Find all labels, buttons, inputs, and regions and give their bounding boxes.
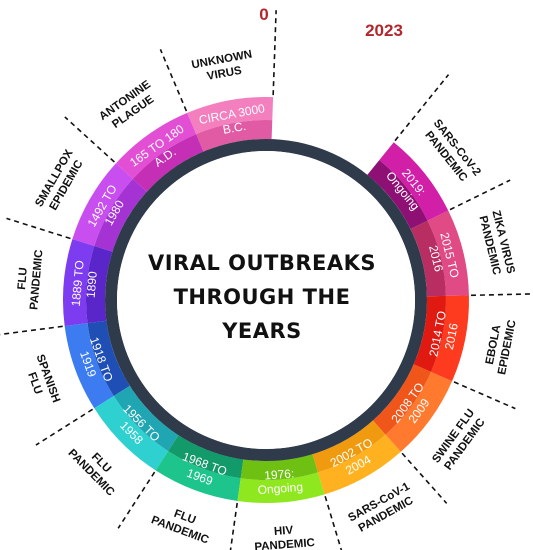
outbreak-date-ranges: CIRCA 3000B.C.165 TO 180A.D.1492 TO19801… [69,101,462,497]
divider-line [6,217,71,240]
outbreak-name-flu-1956: FLUPANDEMIC [65,437,126,498]
date-range-ebola: 2014 TO2016 [426,310,462,361]
segment-inner-smallpox [94,178,147,252]
segment-dividers [0,10,533,550]
segment-inner-unknown-virus [196,119,273,152]
center-title-line-3: YEARS [221,319,302,343]
divider-line [470,293,533,297]
outbreak-name-zika: ZIKA VIRUSPANDEMIC [476,209,517,278]
divider-line [35,408,94,446]
segment-outer-flu-1956 [94,395,169,471]
start-label: 0 [259,5,268,24]
segment-inner-flu-1889 [86,245,113,324]
outbreak-name-swine-flu: SWINE FLUPANDEMIC [430,407,488,473]
divider-line [0,325,63,336]
segment-outer-swine-flu [385,371,453,452]
date-range-hiv: 1976:Ongoing [256,466,303,497]
center-title-line-1: VIRAL OUTBREAKS [148,251,376,275]
divider-end [272,10,277,96]
segment-inner-sars-cov-1 [312,420,386,473]
divider-line [401,452,448,504]
segment-inner-swine-flu [372,364,432,435]
segment-outer-flu-1889 [62,239,95,327]
end-label: 2023 [365,21,403,40]
segment-outer-flu-1968 [155,451,241,501]
segment-outer-smallpox [72,163,133,246]
date-range-flu-1889: 1889 TO1890 [69,260,101,309]
segment-outer-hiv [237,472,325,503]
timeline-ring [62,97,469,503]
outbreak-name-smallpox: SMALLPOXEPIDEMIC [33,147,88,216]
segment-outer-ebola [431,295,469,382]
segment-inner-antonine-plague [132,134,204,192]
segment-outer-unknown-virus [187,97,274,135]
segment-inner-flu-1968 [168,435,244,479]
center-disc [117,151,415,449]
divider-line [159,49,188,112]
outbreak-name-flu-1889: FLUPANDEMIC [14,248,45,311]
outbreak-name-flu-1968: FLUPANDEMIC [149,501,215,547]
inner-dark-ring [105,139,427,461]
segment-outer-sars-cov-2 [379,142,449,221]
segment-inner-hiv [240,454,318,480]
segment-outer-zika [427,210,469,296]
outbreak-name-sars-cov-1: SARS-CoV-1PANDEMIC [346,480,419,536]
divider-line [449,179,511,211]
segment-inner-ebola [413,295,446,372]
segment-outer-spanish-flu [64,323,114,409]
center-title-line-2: THROUGH THE [174,285,351,309]
divider-line [229,502,238,550]
outbreak-name-sars-cov-2: SARS-CoV-2PANDEMIC [420,117,483,187]
segment-inner-zika [410,220,446,297]
divider-line [453,381,516,410]
outbreak-name-unknown-virus: UNKNOWNVIRUS [191,49,256,86]
segment-inner-sars-cov-2 [367,160,428,230]
segment-inner-spanish-flu [87,320,130,396]
outbreak-name-hiv: HIVPANDEMIC [253,523,315,550]
outbreak-name-ebola: EBOLAEPIDEMIC [482,316,518,376]
outbreak-name-antonine-plague: ANTONINEPLAGUE [97,78,161,134]
divider-line [117,471,156,529]
segment-outer-antonine-plague [115,112,197,179]
segment-inner-flu-1956 [113,385,179,452]
divider-line [64,116,115,163]
outbreak-name-spanish-flu: SPANISHFLU [20,353,62,409]
segment-outer-sars-cov-1 [317,434,401,495]
divider-line [324,496,343,550]
